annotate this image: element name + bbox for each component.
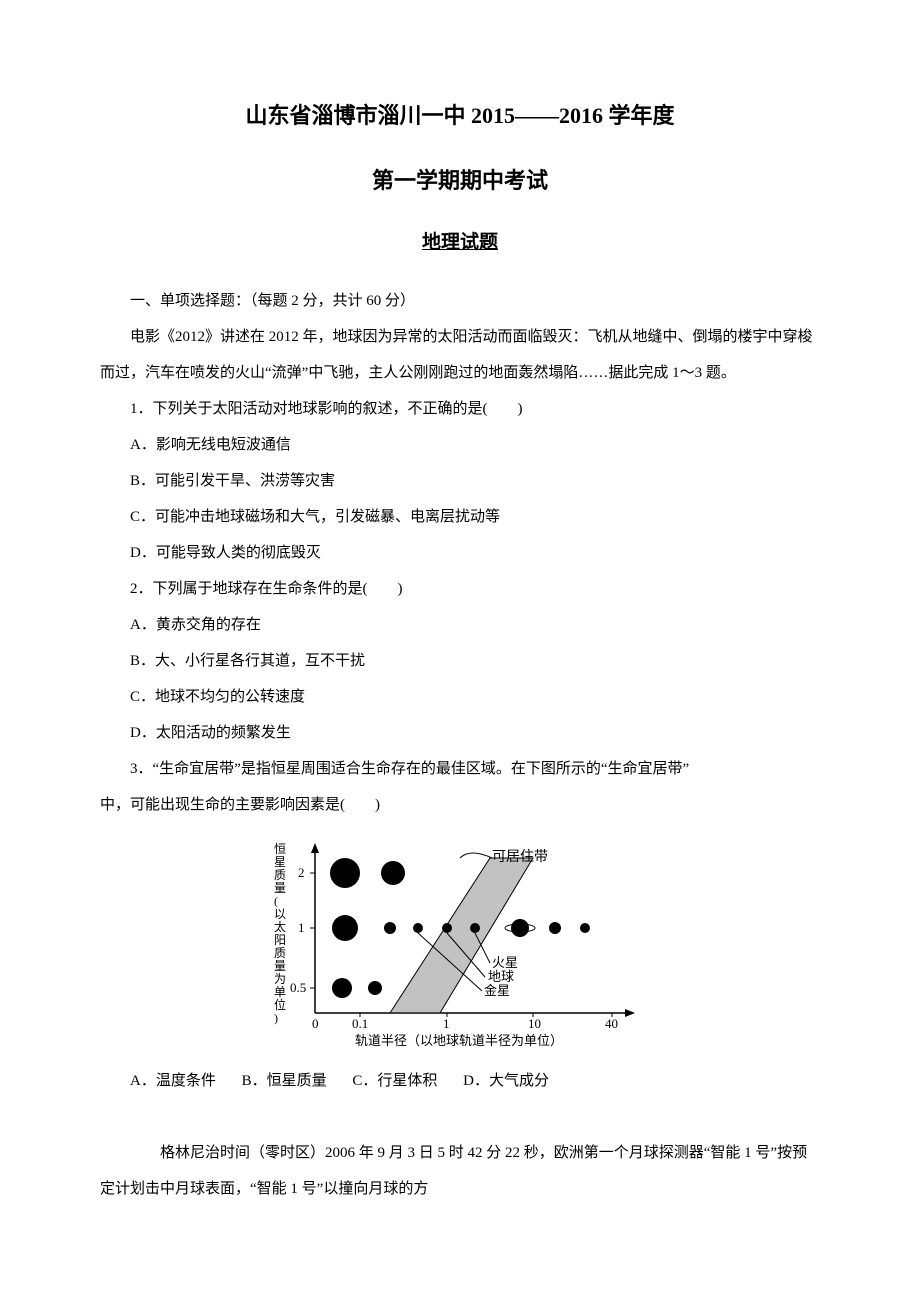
y-tick-1: 1 — [298, 920, 305, 935]
x-arrow — [625, 1009, 635, 1017]
y-tick-05: 0.5 — [290, 980, 306, 995]
dot — [381, 861, 405, 885]
dot — [330, 858, 360, 888]
q2-opt-c: C．地球不均匀的公转速度 — [100, 679, 820, 715]
q3-opt-a: A．温度条件 — [130, 1073, 216, 1089]
q1-opt-c: C．可能冲击地球磁场和大气，引发磁暴、电离层扰动等 — [100, 499, 820, 535]
q1-opt-b: B．可能引发干旱、洪涝等灾害 — [100, 463, 820, 499]
dot — [442, 923, 452, 933]
dot — [332, 915, 358, 941]
dot-saturn — [511, 919, 529, 937]
title-subject: 地理试题 — [100, 220, 820, 266]
x-tick-01: 0.1 — [352, 1016, 368, 1031]
dot — [413, 923, 423, 933]
q3-opt-b: B．恒星质量 — [242, 1073, 327, 1089]
x-tick-10: 10 — [528, 1016, 541, 1031]
y-arrow — [311, 843, 319, 853]
dot — [384, 922, 396, 934]
q2-stem: 2．下列属于地球存在生命条件的是( ) — [100, 571, 820, 607]
habitable-band — [390, 858, 533, 1013]
habitable-zone-chart: 恒 星 质 量 ( 以 太 阳 质 量 为 单 位 ) 2 1 0.5 — [260, 833, 660, 1053]
y-tick-2: 2 — [298, 865, 305, 880]
y-axis-label: 恒 星 质 量 ( 以 太 阳 质 量 为 单 位 ) — [274, 842, 289, 1025]
section-header: 一、单项选择题：（每题 2 分，共计 60 分） — [100, 283, 820, 319]
final-paragraph: 格林尼治时间（零时区）2006 年 9 月 3 日 5 时 42 分 22 秒，… — [100, 1135, 820, 1207]
intro-paragraph: 电影《2012》讲述在 2012 年，地球因为异常的太阳活动而面临毁灭：飞机从地… — [100, 319, 820, 391]
planet-venus: 金星 — [484, 983, 510, 998]
dot — [549, 922, 561, 934]
habitable-label: 可居住带 — [492, 849, 548, 865]
q1-stem: 1．下列关于太阳活动对地球影响的叙述，不正确的是( ) — [100, 391, 820, 427]
q3-options: A．温度条件 B．恒星质量 C．行星体积 D．大气成分 — [100, 1063, 820, 1099]
q2-opt-b: B．大、小行星各行其道，互不干扰 — [100, 643, 820, 679]
x-tick-40: 40 — [605, 1016, 618, 1031]
planet-mars: 火星 — [492, 955, 518, 970]
dot — [470, 923, 480, 933]
planet-earth: 地球 — [488, 969, 514, 984]
title-main: 山东省淄博市淄川一中 2015——2016 学年度 — [100, 90, 820, 143]
x-axis-label: 轨道半径（以地球轨道半径为单位） — [355, 1033, 563, 1048]
q3-stem-2: 中，可能出现生命的主要影响因素是( ) — [100, 787, 820, 823]
chart-svg: 恒 星 质 量 ( 以 太 阳 质 量 为 单 位 ) 2 1 0.5 — [260, 833, 660, 1053]
dot — [332, 978, 352, 998]
x-tick-0: 0 — [312, 1016, 319, 1031]
dot — [368, 981, 382, 995]
q3-opt-d: D．大气成分 — [463, 1073, 549, 1089]
q1-opt-a: A．影响无线电短波通信 — [100, 427, 820, 463]
q2-opt-a: A．黄赤交角的存在 — [100, 607, 820, 643]
title-sub: 第一学期期中考试 — [100, 155, 820, 208]
dot — [580, 923, 590, 933]
q1-opt-d: D．可能导致人类的彻底毁灭 — [100, 535, 820, 571]
q3-stem-1: 3．“生命宜居带”是指恒星周围适合生命存在的最佳区域。在下图所示的“生命宜居带” — [100, 751, 820, 787]
q2-opt-d: D．太阳活动的频繁发生 — [100, 715, 820, 751]
q3-opt-c: C．行星体积 — [352, 1073, 437, 1089]
x-tick-1: 1 — [443, 1016, 450, 1031]
